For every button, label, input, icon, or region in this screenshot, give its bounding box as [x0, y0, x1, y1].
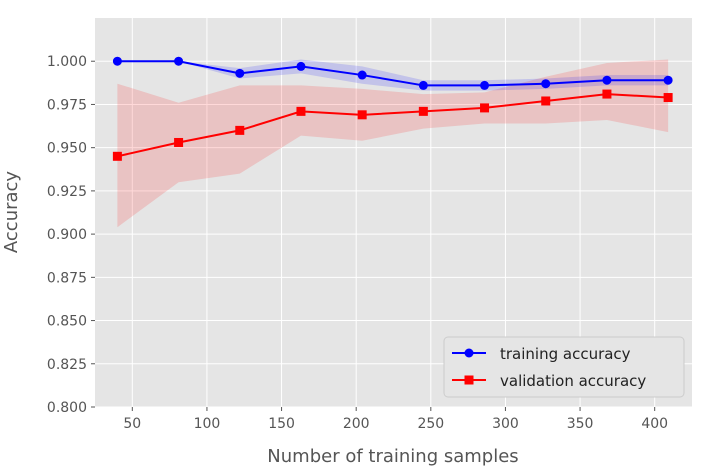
x-tick-label: 150 [268, 416, 295, 432]
validation-point [235, 125, 245, 135]
validation-point [663, 93, 673, 103]
training-point [235, 68, 245, 78]
x-tick-label: 100 [194, 416, 221, 432]
validation-confidence-band [117, 59, 669, 228]
training-point [174, 56, 184, 66]
training-point [541, 79, 551, 89]
y-axis-ticks: 0.800 0.825 0.850 0.875 0.900 0.925 0.950 0.975… [47, 54, 95, 416]
legend-box [443, 336, 685, 398]
validation-point [296, 106, 306, 116]
y-tick-label: 0.850 [47, 314, 87, 330]
training-confidence-band [117, 59, 669, 91]
y-tick-label: 0.825 [47, 357, 87, 373]
series-markers [112, 56, 673, 161]
legend: training accuracy validation accuracy [443, 336, 685, 398]
training-point [663, 75, 673, 85]
validation-accuracy-line [117, 93, 669, 158]
x-tick-label: 400 [641, 416, 668, 432]
training-point [112, 56, 122, 66]
confidence-bands [117, 59, 669, 228]
training-accuracy-line [117, 60, 669, 87]
validation-point [541, 96, 551, 106]
validation-point [602, 89, 612, 99]
legend-label-validation: validation accuracy [500, 372, 646, 390]
x-tick-label: 50 [123, 416, 141, 432]
training-point [602, 75, 612, 85]
y-tick-label: 0.925 [47, 184, 87, 200]
series-lines [117, 60, 669, 158]
x-tick-label: 300 [492, 416, 519, 432]
y-tick-label: 1.000 [47, 54, 87, 70]
training-point [418, 80, 428, 90]
y-tick-label: 0.950 [47, 141, 87, 157]
training-point [480, 80, 490, 90]
legend-marker-validation [464, 375, 474, 385]
validation-point [112, 151, 122, 161]
y-axis-label: Accuracy [1, 171, 22, 254]
x-tick-label: 350 [567, 416, 594, 432]
training-point [357, 70, 367, 80]
x-tick-label: 250 [417, 416, 444, 432]
y-tick-label: 0.975 [47, 97, 87, 113]
legend-label-training: training accuracy [500, 345, 631, 363]
x-axis-label: Number of training samples [267, 446, 518, 467]
y-tick-label: 0.800 [47, 400, 87, 416]
validation-point [174, 137, 184, 147]
x-axis-ticks: 50 100 150 200 250 300 350 400 [123, 407, 668, 432]
validation-point [480, 103, 490, 113]
training-point [296, 61, 306, 71]
y-tick-label: 0.875 [47, 270, 87, 286]
x-tick-label: 200 [343, 416, 370, 432]
y-tick-label: 0.900 [47, 227, 87, 243]
validation-point [418, 106, 428, 116]
legend-marker-training [464, 348, 474, 358]
validation-point [357, 110, 367, 120]
